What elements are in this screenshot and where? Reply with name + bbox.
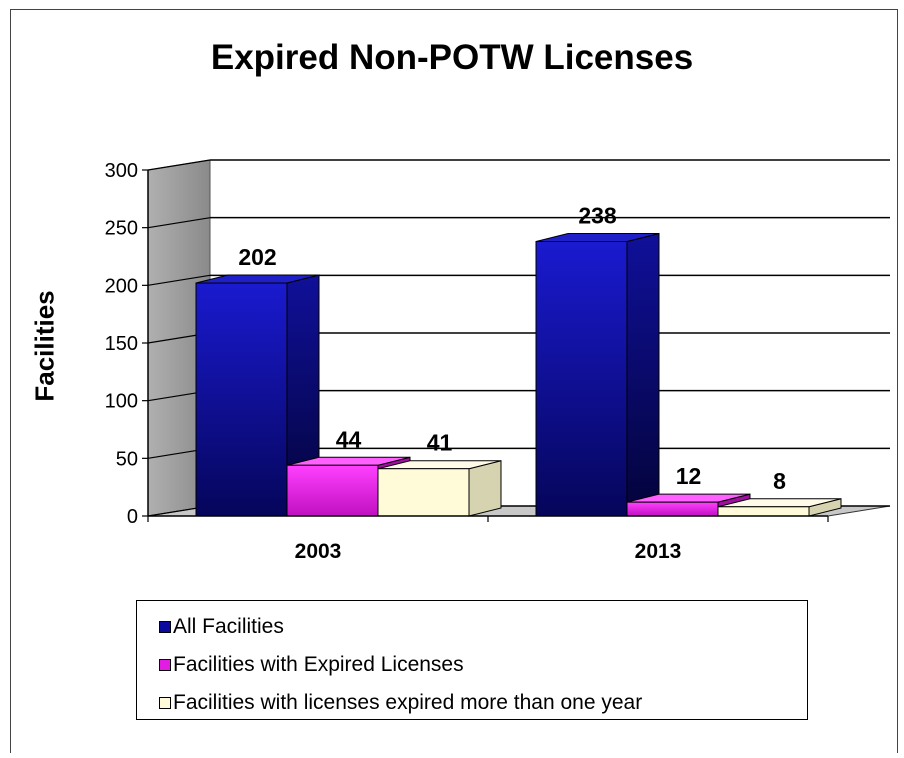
data-label: 202 [238,244,276,270]
bar [717,506,810,517]
x-tick-label: 2013 [635,540,682,563]
y-tick-label: 250 [105,218,138,240]
bar [377,468,470,517]
legend: All Facilities Facilities with Expired L… [136,600,808,720]
y-tick-label: 150 [105,333,138,355]
legend-item: Facilities with Expired Licenses [137,646,807,684]
data-label: 41 [427,430,453,456]
gridline-diagonal [147,217,211,229]
data-label: 8 [773,468,786,494]
y-tick-label: 200 [105,275,138,297]
legend-label: Facilities with Expired Licenses [173,653,464,676]
chart-title: Expired Non-POTW Licenses [210,38,694,77]
legend-item: Facilities with licenses expired more th… [137,684,807,722]
y-tick-label: 100 [105,391,138,413]
legend-label: All Facilities [173,615,284,638]
legend-swatch [159,697,171,709]
y-tick-label: 50 [116,448,138,470]
gridline-diagonal [147,274,211,286]
bar [195,282,288,517]
bar-side [626,232,660,517]
y-tick-label: 300 [105,160,138,182]
legend-swatch [159,659,171,671]
bar [535,241,628,517]
data-label: 238 [578,203,617,229]
y-tick-label: 0 [127,506,138,528]
legend-swatch [159,621,171,633]
bar-side [468,460,502,517]
bar [286,464,379,517]
legend-item: All Facilities [137,608,807,646]
bar [626,501,719,517]
data-label: 12 [676,463,702,489]
data-label: 44 [336,426,362,452]
legend-label: Facilities with licenses expired more th… [173,691,643,714]
x-tick-label: 2003 [295,540,342,563]
gridline-diagonal [147,159,211,171]
